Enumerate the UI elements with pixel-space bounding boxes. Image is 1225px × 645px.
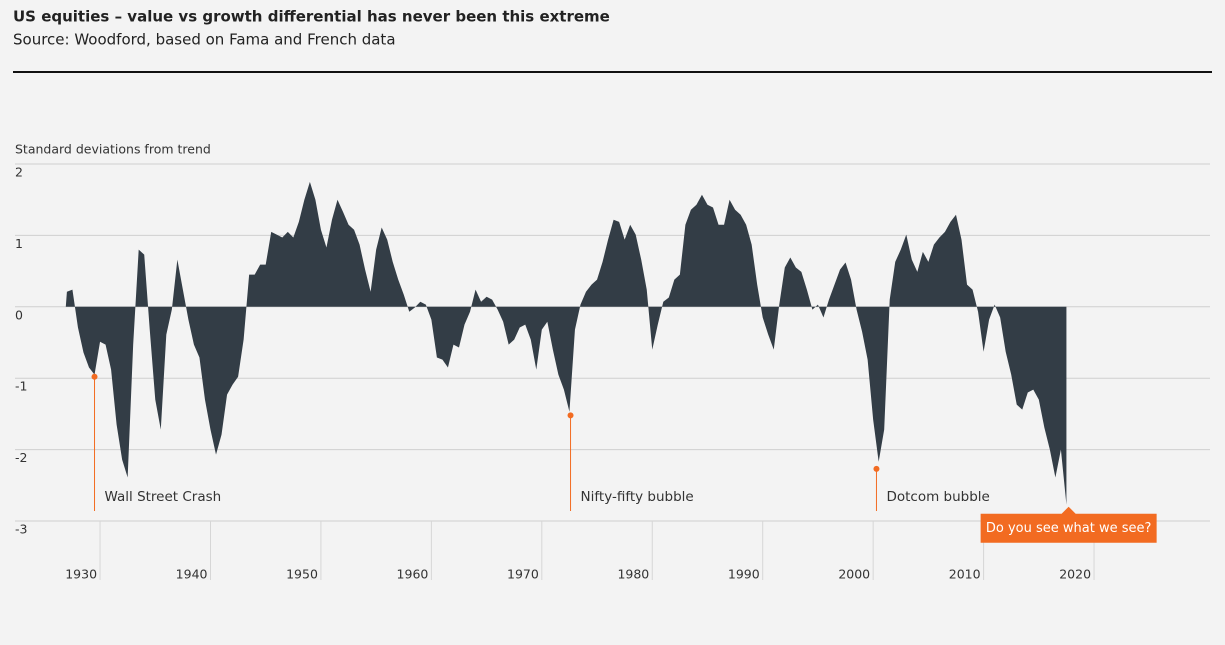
x-tick-label: 1990	[728, 567, 760, 582]
x-tick-label: 1950	[286, 567, 318, 582]
x-tick-label: 2020	[1059, 567, 1091, 582]
area	[65, 181, 1067, 505]
x-tick-label: 1960	[397, 567, 429, 582]
y-tick-label: -3	[15, 522, 27, 537]
chart-title: US equities – value vs growth differenti…	[13, 8, 610, 26]
annotation-label: Nifty-fifty bubble	[581, 489, 694, 505]
annotation-label: Dotcom bubble	[886, 489, 989, 505]
y-tick-label: 0	[15, 307, 23, 322]
annotation-dot	[873, 465, 880, 472]
y-axis-label: Standard deviations from trend	[15, 142, 211, 157]
annotation-dot	[91, 373, 98, 380]
y-tick-label: -2	[15, 450, 27, 465]
x-tick-label: 2010	[949, 567, 981, 582]
x-tick-label: 1940	[176, 567, 208, 582]
annotation-label: Wall Street Crash	[105, 489, 222, 505]
x-tick-label: 1970	[507, 567, 539, 582]
callout-box	[980, 506, 1157, 543]
annotation-dot	[567, 412, 574, 419]
x-tick-label: 1980	[617, 567, 649, 582]
y-tick-label: 1	[15, 236, 23, 251]
x-tick-label: 2000	[838, 567, 870, 582]
callout-label: Do you see what we see?	[986, 521, 1152, 536]
y-tick-label: -1	[15, 379, 27, 394]
y-tick-label: 2	[15, 165, 23, 180]
chart-subtitle: Source: Woodford, based on Fama and Fren…	[13, 31, 396, 49]
x-tick-label: 1930	[65, 567, 97, 582]
